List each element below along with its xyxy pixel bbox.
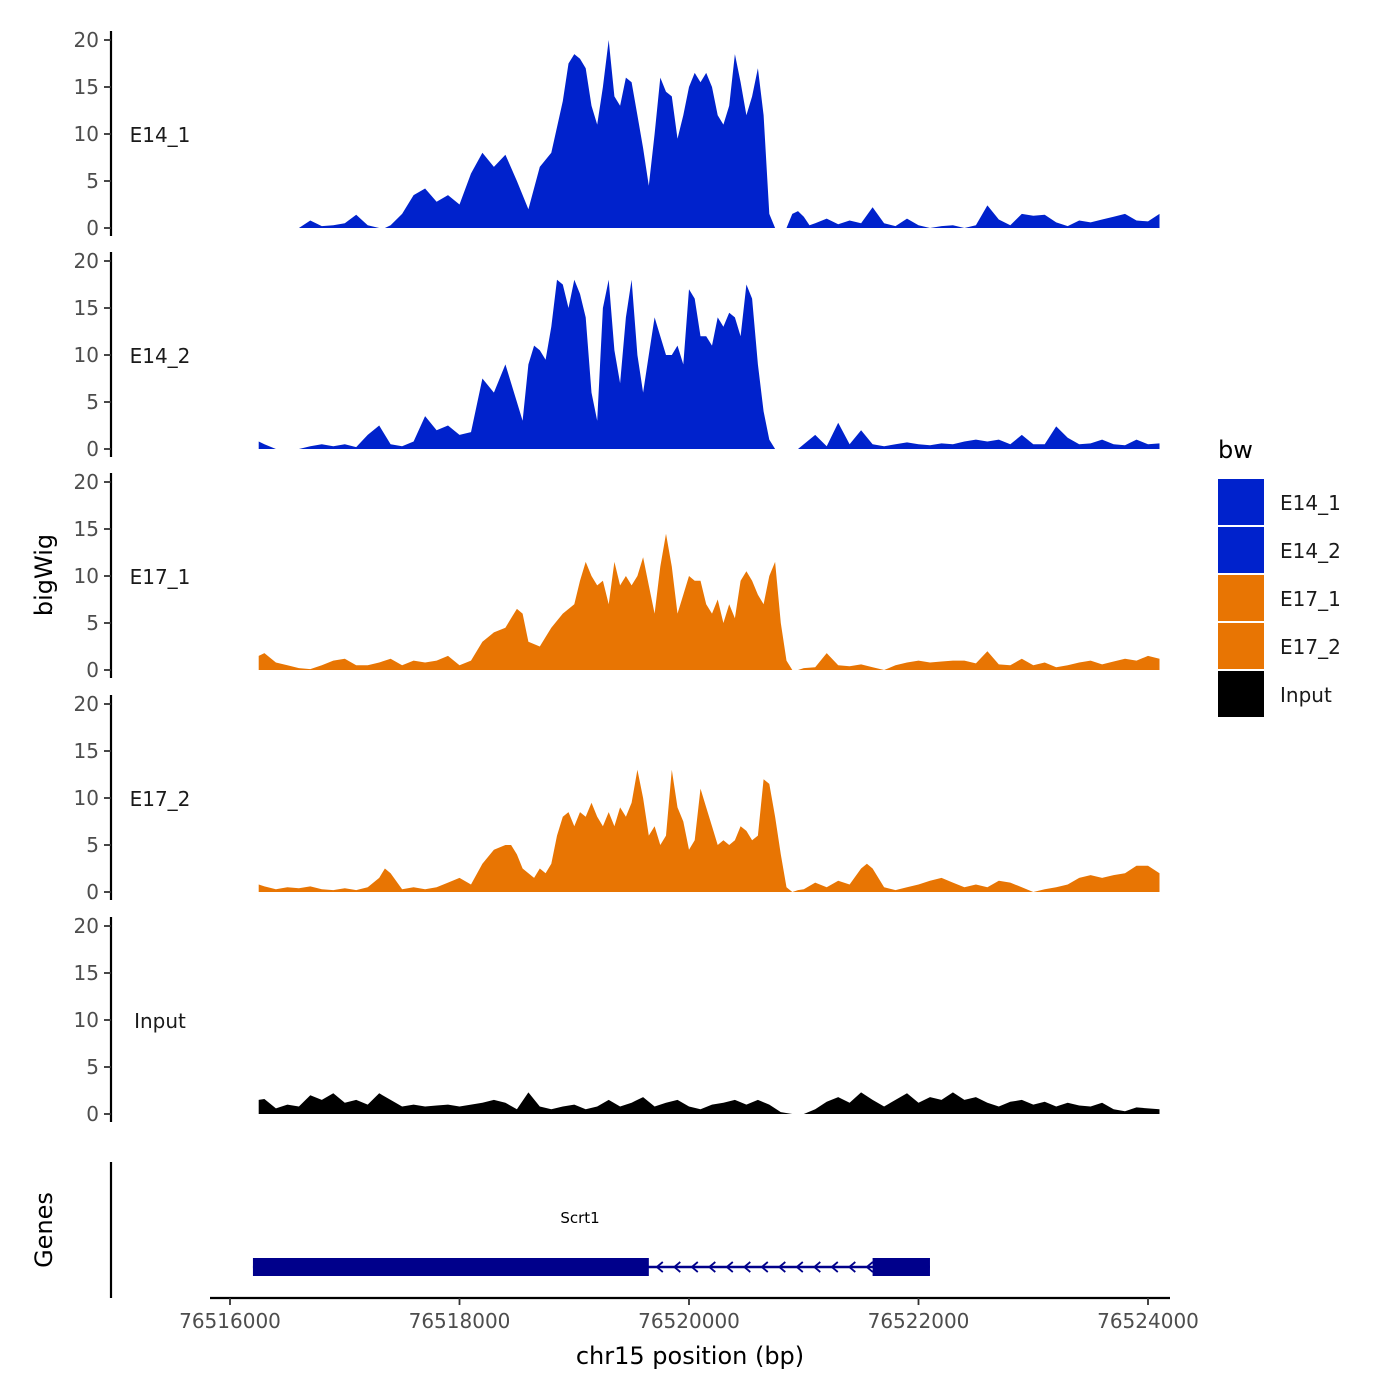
y-tick-label: 10 <box>74 1008 99 1032</box>
legend-key-e14-2 <box>1218 527 1264 573</box>
y-tick-label: 0 <box>86 658 99 682</box>
legend-title: bw <box>1218 436 1253 464</box>
signal-area-e17-2 <box>258 769 1160 892</box>
strand-arrow <box>812 1261 821 1273</box>
x-tick-label: 76518000 <box>409 1309 511 1333</box>
gene-exon <box>252 1258 649 1276</box>
y-tick-label: 20 <box>74 914 99 938</box>
strand-arrow <box>795 1261 804 1273</box>
y-tick-label: 15 <box>74 296 99 320</box>
y-tick-label: 15 <box>74 739 99 763</box>
y-tick-label: 10 <box>74 343 99 367</box>
legend-key-e14-1 <box>1218 479 1264 525</box>
signal-area-e14-2 <box>258 279 1160 449</box>
y-tick-label: 10 <box>74 786 99 810</box>
legend-key-e17-1 <box>1218 575 1264 621</box>
signal-area-input <box>258 1092 1160 1114</box>
signal-area-e17-1 <box>258 533 1160 670</box>
y-tick-label: 0 <box>86 880 99 904</box>
track-label: E17_1 <box>130 565 191 589</box>
y-tick-label: 20 <box>74 692 99 716</box>
y-tick-label: 5 <box>86 1055 99 1079</box>
strand-arrow <box>865 1261 874 1273</box>
strand-arrow <box>655 1261 664 1273</box>
strand-arrow <box>707 1261 716 1273</box>
gene-track: Scrt1 <box>109 1162 930 1298</box>
y-axis-title: bigWig <box>30 534 58 616</box>
track-label: E14_1 <box>130 123 191 147</box>
y-tick-label: 15 <box>74 75 99 99</box>
x-tick-label: 76516000 <box>179 1309 281 1333</box>
strand-arrow <box>690 1261 699 1273</box>
gene-exon <box>872 1258 930 1276</box>
x-axis-title: chr15 position (bp) <box>576 1342 804 1370</box>
x-tick-label: 76520000 <box>638 1309 740 1333</box>
strand-arrow <box>725 1261 734 1273</box>
genes-axis-title: Genes <box>30 1192 58 1268</box>
y-tick-label: 10 <box>74 122 99 146</box>
gene-models: Scrt1 <box>252 1209 930 1276</box>
strand-arrow <box>847 1261 856 1273</box>
y-tick-label: 10 <box>74 564 99 588</box>
x-tick-label: 76522000 <box>868 1309 970 1333</box>
legend-label: E14_2 <box>1280 539 1341 563</box>
track-panels: 05101520E14_105101520E14_205101520E17_10… <box>74 28 1160 1126</box>
track-panel-e14-2: 0 5 10 15 20 E14_2 <box>74 249 1160 461</box>
y-tick-label: 5 <box>86 833 99 857</box>
track-panel-e14-1: 0 5 10 15 20 E14_1 <box>74 28 1160 240</box>
gene-label: Scrt1 <box>560 1209 599 1227</box>
strand-arrow <box>742 1261 751 1273</box>
y-tick-label: 5 <box>86 169 99 193</box>
track-label: E17_2 <box>130 787 191 811</box>
y-tick-label: 15 <box>74 517 99 541</box>
legend-key-e17-2 <box>1218 623 1264 669</box>
legend-label: E17_2 <box>1280 635 1341 659</box>
strand-arrow <box>777 1261 786 1273</box>
track-panel-input: 0 5 10 15 20 Input <box>74 914 1160 1126</box>
y-tick-label: 20 <box>74 249 99 273</box>
x-tick-label: 76524000 <box>1097 1309 1199 1333</box>
track-label: Input <box>134 1009 186 1033</box>
x-axis: 76516000 76518000 76520000 76522000 76524000 <box>179 1296 1199 1333</box>
y-tick-label: 0 <box>86 216 99 240</box>
track-label: E14_2 <box>130 344 191 368</box>
strand-arrow <box>830 1261 839 1273</box>
y-tick-label: 5 <box>86 390 99 414</box>
track-panel-e17-2: 0 5 10 15 20 E17_2 <box>74 692 1160 904</box>
strand-arrow <box>672 1261 681 1273</box>
y-tick-label: 15 <box>74 961 99 985</box>
legend: bw E14_1 E14_2 E17_1 E17_2 Input <box>1218 436 1341 717</box>
y-tick-label: 0 <box>86 1102 99 1126</box>
legend-label: E17_1 <box>1280 587 1341 611</box>
gene-model-scrt1: Scrt1 <box>252 1209 930 1276</box>
y-tick-label: 5 <box>86 611 99 635</box>
strand-arrow <box>760 1261 769 1273</box>
legend-label: E14_1 <box>1280 491 1341 515</box>
y-tick-label: 20 <box>74 28 99 52</box>
signal-area-e14-1 <box>298 40 1160 228</box>
track-panel-e17-1: 0 5 10 15 20 E17_1 <box>74 470 1160 682</box>
y-tick-label: 20 <box>74 470 99 494</box>
legend-label: Input <box>1280 683 1332 707</box>
legend-key-input <box>1218 671 1264 717</box>
y-tick-label: 0 <box>86 437 99 461</box>
